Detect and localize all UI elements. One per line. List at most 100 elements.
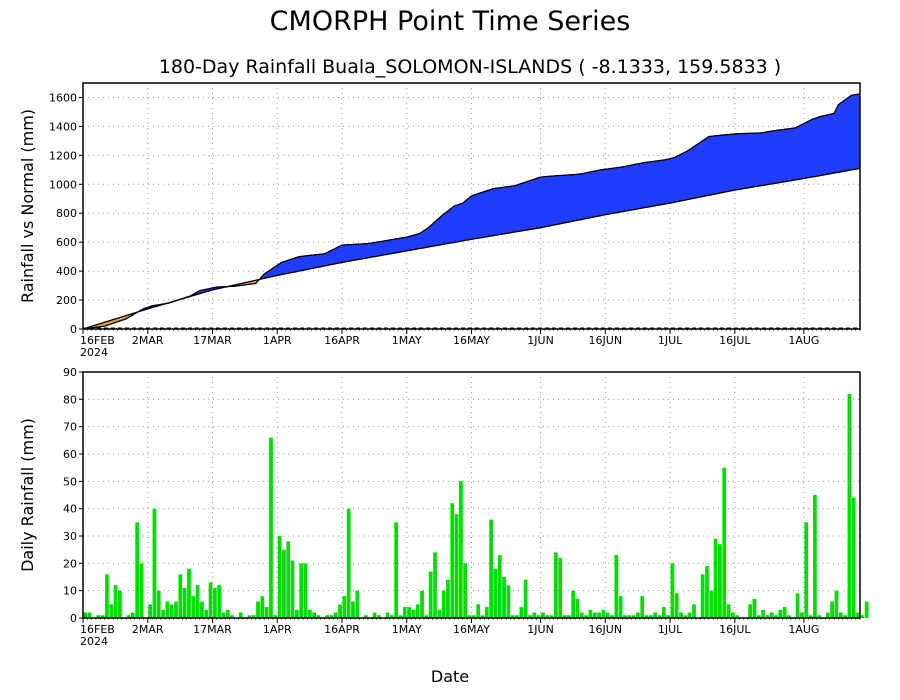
cum-ytick-label: 400 [56,265,77,278]
daily-bar [428,571,433,618]
cum-xtick-label: 16JUL [719,334,751,347]
daily-bar [277,536,282,618]
daily-xtick-label: 1JUN [527,623,554,636]
daily-bar [748,604,752,618]
daily-bar [731,612,735,618]
daily-bar [610,615,614,618]
daily-bar [588,609,593,618]
daily-bar [636,612,640,618]
daily-xtick-label: 1MAY [392,623,422,636]
daily-bar [105,574,109,618]
daily-ylabel: Daily Rainfall (mm) [18,418,37,572]
daily-bar [385,612,390,618]
daily-bar [135,522,140,618]
daily-bar [260,596,265,618]
daily-bar [213,587,217,618]
daily-bar [661,607,666,618]
daily-bar [493,568,498,618]
daily-ytick-label: 40 [63,503,77,516]
daily-bar [225,609,230,618]
daily-bar [523,579,528,618]
cum-ytick-label: 200 [56,294,77,307]
daily-bar [208,582,213,618]
daily-bar [372,612,377,618]
daily-bar [851,497,856,618]
daily-bar [713,538,718,618]
daily-bar [670,563,675,618]
daily-bar [813,495,817,618]
daily-bar [329,615,334,618]
daily-bar [726,604,731,618]
daily-bar [532,612,537,618]
daily-bar [843,615,847,618]
daily-bar [687,612,692,618]
daily-bar [424,615,429,618]
daily-bar [644,615,649,618]
daily-bar [601,609,606,618]
daily-bar [623,615,627,618]
daily-bar [597,612,601,618]
daily-bar [139,563,144,618]
daily-bar [355,590,360,618]
cum-xtick-label: 1MAY [392,334,422,347]
daily-bar [346,508,351,618]
daily-bar [510,615,515,618]
daily-bar [774,615,778,618]
daily-bar [472,615,476,618]
daily-bar [118,590,122,618]
above-normal-area [258,93,860,280]
chart-title: CMORPH Point Time Series [270,6,631,37]
daily-xtick-label: 2MAR [132,623,164,636]
daily-bar [787,615,791,618]
daily-bar [269,437,273,618]
daily-bar [592,612,597,618]
daily-bar [618,596,623,618]
cum-xtick-label: 17MAR [193,334,232,347]
cum-xtick-label: 16APR [324,334,360,347]
daily-bar [148,604,152,618]
daily-bar [156,590,161,618]
daily-bar [605,612,610,618]
daily-bar [191,596,196,618]
daily-bar [528,615,532,618]
daily-bar [722,467,727,618]
daily-bar [96,615,101,618]
daily-bar [463,563,468,618]
daily-bar [204,609,209,618]
daily-bar [273,615,278,618]
cum-ytick-label: 800 [56,207,77,220]
daily-bar [398,615,403,618]
daily-bar [536,615,541,618]
daily-bar [450,503,455,618]
daily-bar [808,615,813,618]
daily-bar [394,522,399,618]
daily-ytick-label: 10 [63,585,77,598]
daily-bar [692,604,696,618]
daily-bar [800,612,804,618]
daily-bar [165,601,170,618]
chart-subtitle: 180-Day Rainfall Buala_SOLOMON-ISLANDS (… [159,56,781,78]
daily-bar [130,612,135,618]
daily-bar [554,552,558,618]
daily-bar [480,615,485,618]
observed-cumulative-line [82,93,861,330]
daily-bar [459,481,463,618]
daily-bar [709,590,714,618]
daily-xtick-label: 17MAR [193,623,232,636]
daily-bar [364,615,368,618]
daily-bar [584,615,588,618]
daily-bar [679,612,683,618]
daily-bar [700,574,705,618]
cum-ytick-label: 1600 [49,91,77,104]
daily-bar [282,549,286,618]
cum-xtick-label: 1JUN [527,334,554,347]
daily-bar [221,612,226,618]
daily-xtick-label: 1AUG [788,623,819,636]
daily-xtick-label: 16JUN [589,623,623,636]
daily-bar [389,615,394,618]
daily-bar [864,601,869,618]
daily-bar [769,612,774,618]
daily-bar [541,612,545,618]
daily-bar [161,609,165,618]
